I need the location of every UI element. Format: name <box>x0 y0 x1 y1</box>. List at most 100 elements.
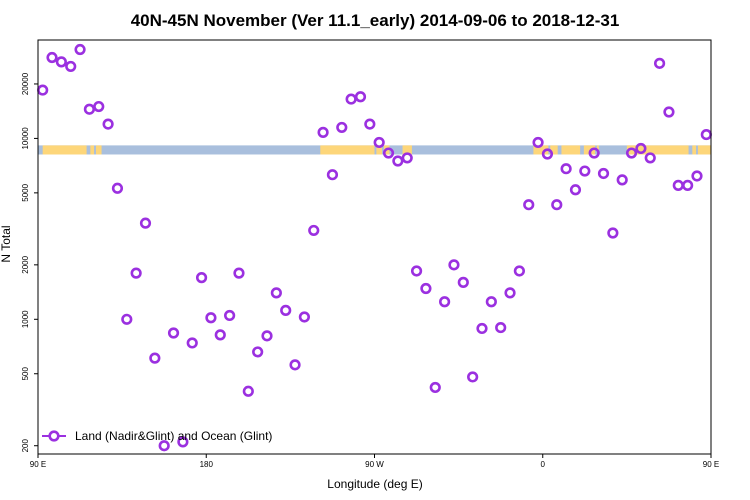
data-point <box>476 322 488 335</box>
band-land-segment <box>95 145 102 155</box>
data-point <box>252 346 264 358</box>
data-point <box>121 313 133 325</box>
data-point <box>195 272 208 284</box>
data-point <box>308 224 320 237</box>
data-point <box>158 440 170 452</box>
data-point <box>177 436 189 448</box>
data-point <box>37 84 49 96</box>
band-land-segment <box>561 145 581 155</box>
x-axis-label: Longitude (deg E) <box>327 477 422 491</box>
data-point <box>513 265 525 277</box>
data-point <box>74 43 86 56</box>
band-land-segment <box>90 145 95 155</box>
plot-frame <box>37 39 712 455</box>
data-point <box>635 142 647 155</box>
data-point <box>467 371 479 383</box>
data-point <box>93 100 105 113</box>
data-point <box>457 276 469 288</box>
data-point <box>700 128 712 141</box>
data-point <box>439 296 451 308</box>
band-land-segment <box>533 145 549 155</box>
data-point <box>691 170 703 182</box>
data-point <box>345 93 357 105</box>
data-point <box>130 267 142 279</box>
data-point <box>532 136 544 149</box>
data-point <box>149 352 161 364</box>
data-point <box>83 103 96 115</box>
data-point <box>410 265 423 277</box>
data-point <box>102 118 114 130</box>
data-point <box>382 147 395 159</box>
data-point <box>317 126 329 138</box>
y-tick-label: 1000 <box>21 310 30 328</box>
data-point <box>579 165 591 177</box>
data-point <box>111 182 124 194</box>
y-axis-label: N Total <box>0 225 13 262</box>
y-tick-label: 200 <box>21 439 30 453</box>
data-point <box>46 51 58 64</box>
data-point <box>560 163 572 175</box>
data-point <box>392 155 404 167</box>
y-tick-label: 10000 <box>21 127 30 150</box>
data-point <box>495 321 507 334</box>
band-land-segment <box>550 145 558 155</box>
data-point <box>261 330 273 342</box>
data-point <box>280 304 292 316</box>
data-point <box>448 259 460 271</box>
x-tick-label: 0 <box>541 460 546 469</box>
data-point <box>616 174 628 186</box>
data-point <box>326 169 339 181</box>
data-point <box>625 147 638 159</box>
y-tick-label: 2000 <box>21 255 30 273</box>
data-point <box>644 152 656 164</box>
chart-title: 40N-45N November (Ver 11.1_early) 2014-0… <box>131 11 620 30</box>
data-point <box>429 381 441 394</box>
band-land-segment <box>402 145 412 155</box>
band-land-segment <box>583 145 596 155</box>
x-tick-label: 90 W <box>365 460 384 469</box>
data-point <box>420 282 432 295</box>
band-land-segment <box>692 145 697 155</box>
surface-band <box>38 145 711 155</box>
data-point <box>298 311 310 323</box>
y-axis-ticks: 200 500 1000 2000 5000 10000 20000 <box>21 72 38 452</box>
data-point <box>354 91 367 103</box>
data-point <box>139 217 152 229</box>
data-point <box>607 227 619 239</box>
data-point <box>541 148 554 160</box>
data-point <box>523 199 535 211</box>
legend-label: Land (Nadir&Glint) and Ocean (Glint) <box>75 429 272 443</box>
data-point <box>233 267 245 279</box>
legend-marker <box>48 430 60 442</box>
band-land-segment <box>697 145 711 155</box>
band-land-segment <box>320 145 375 155</box>
data-point <box>270 287 282 299</box>
data-point <box>242 385 254 397</box>
data-point <box>682 179 694 191</box>
data-point <box>672 179 684 191</box>
y-tick-label: 5000 <box>21 183 30 201</box>
x-tick-label: 180 <box>200 460 214 469</box>
data-point <box>401 152 413 164</box>
data-point <box>205 312 217 324</box>
x-tick-label: 90 E <box>703 460 719 469</box>
data-point <box>186 337 198 349</box>
y-tick-label: 20000 <box>21 72 30 95</box>
band-land-segment <box>626 145 689 155</box>
data-point <box>167 327 180 339</box>
data-point <box>65 60 77 73</box>
data-point <box>485 296 497 308</box>
data-point <box>588 147 600 159</box>
data-point <box>364 118 376 130</box>
band-land-segment <box>376 145 382 155</box>
data-point <box>373 136 385 149</box>
data-point <box>663 106 675 118</box>
data-point <box>597 167 610 180</box>
data-point <box>224 309 236 322</box>
data-point <box>214 329 226 341</box>
data-point <box>653 57 666 69</box>
band-land-segment <box>42 145 87 155</box>
x-axis-ticks: 90 E 180 90 W 0 90 E <box>30 454 719 469</box>
x-tick-label: 90 E <box>30 460 46 469</box>
